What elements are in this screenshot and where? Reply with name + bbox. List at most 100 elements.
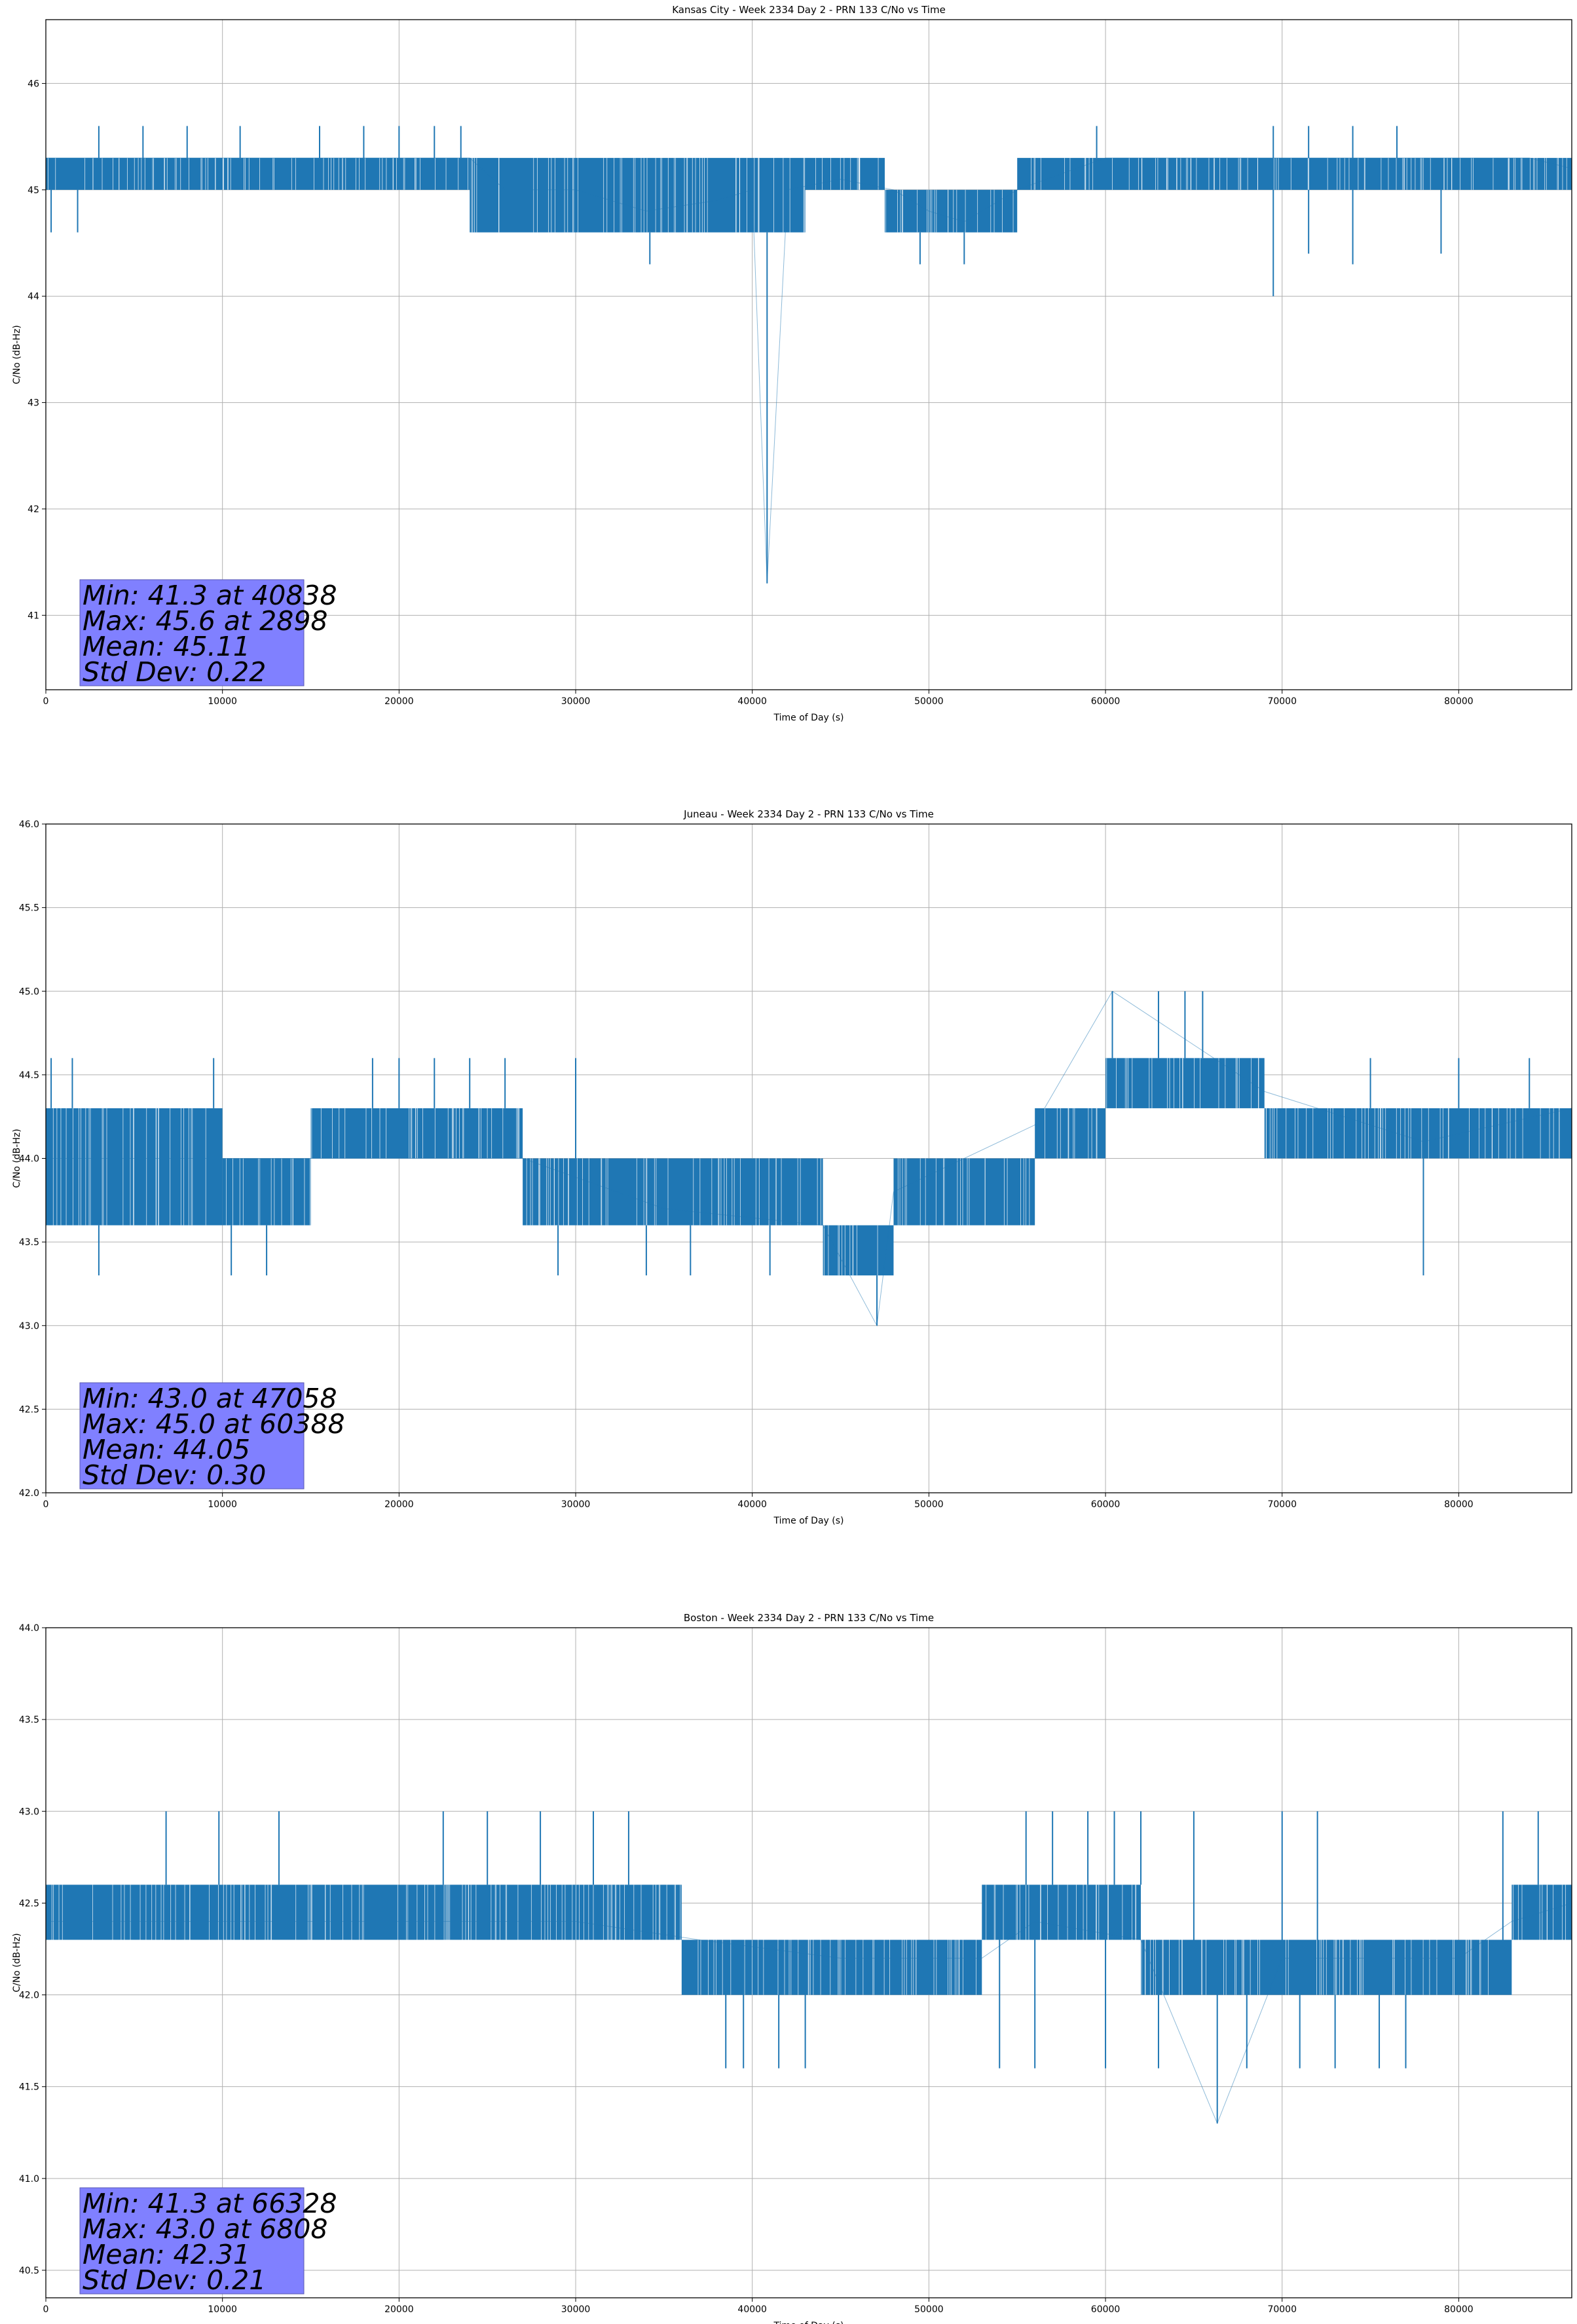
x-axis-label: Time of Day (s): [773, 2321, 844, 2324]
chart-title: Boston - Week 2334 Day 2 - PRN 133 C/No …: [684, 1612, 934, 1624]
x-tick-label: 0: [43, 2304, 49, 2315]
x-tick-label: 50000: [914, 1499, 944, 1510]
x-tick-label: 0: [43, 696, 49, 707]
x-tick-label: 10000: [208, 2304, 237, 2315]
series-line: [46, 1902, 1572, 2125]
stats-line: Max: 45.0 at 60388: [83, 1408, 345, 1440]
x-tick-label: 60000: [1091, 2304, 1121, 2315]
y-tick-label: 42.0: [19, 1991, 39, 2001]
series-line: [46, 990, 1572, 1327]
chart-title: Kansas City - Week 2334 Day 2 - PRN 133 …: [672, 4, 946, 16]
y-tick-label: 46: [28, 79, 39, 89]
x-tick-label: 60000: [1091, 696, 1121, 707]
x-tick-label: 60000: [1091, 1499, 1121, 1510]
x-tick-label: 0: [43, 1499, 49, 1510]
x-tick-label: 10000: [208, 696, 237, 707]
x-tick-label: 30000: [561, 2304, 591, 2315]
x-tick-label: 20000: [384, 1499, 414, 1510]
chart-panel-1: 0 10000 20000 30000 40000 50000 60000 70000 8000…: [12, 4, 1572, 723]
series-band: [470, 158, 806, 233]
x-tick-label: 20000: [384, 2304, 414, 2315]
chart-title: Juneau - Week 2334 Day 2 - PRN 133 C/No …: [683, 808, 934, 820]
y-tick-label: 41.0: [19, 2174, 39, 2184]
stats-line: Std Dev: 0.21: [83, 2264, 266, 2296]
series-band: [805, 158, 885, 190]
y-tick-label: 46.0: [19, 819, 39, 830]
series-line: [46, 157, 1572, 584]
series-band: [823, 1225, 894, 1276]
y-tick-label: 42: [28, 504, 39, 515]
series-band: [1264, 1108, 1572, 1159]
chart-panel-3: 0 10000 20000 30000 40000 50000 60000 70000 8000…: [12, 1612, 1572, 2324]
stats-line: Mean: 42.31: [83, 2239, 250, 2270]
x-axis-label: Time of Day (s): [773, 1516, 844, 1526]
x-tick-label: 30000: [561, 696, 591, 707]
x-tick-label: 80000: [1444, 2304, 1474, 2315]
stats-line: Max: 43.0 at 6808: [83, 2213, 328, 2245]
y-tick-label: 41.5: [19, 2082, 39, 2093]
x-tick-label: 50000: [914, 2304, 944, 2315]
stats-line: Min: 43.0 at 47058: [83, 1383, 337, 1414]
x-tick-label: 70000: [1267, 2304, 1297, 2315]
series-band: [523, 1158, 823, 1226]
y-tick-label: 44.5: [19, 1070, 39, 1081]
axes-frame: [45, 1627, 1572, 2298]
stats-line: Min: 41.3 at 40838: [83, 580, 337, 611]
x-tick-label: 80000: [1444, 696, 1474, 707]
series-band: [46, 158, 470, 190]
x-tick-label: 30000: [561, 1499, 591, 1510]
y-tick-label: 43.5: [19, 1715, 39, 1725]
y-tick-label: 43.5: [19, 1237, 39, 1248]
series-band: [681, 1940, 982, 1995]
y-tick-label: 40.5: [19, 2266, 39, 2276]
y-tick-label: 45: [28, 185, 39, 196]
y-tick-label: 43: [28, 398, 39, 409]
series-band: [884, 189, 1018, 233]
stats-box-background: [79, 2187, 305, 2295]
stats-box-background: [79, 1382, 305, 1490]
y-axis-label: C/No (dB-Hz): [12, 1933, 22, 1992]
y-tick-label: 45.5: [19, 903, 39, 914]
chart-panel-2: 0 10000 20000 30000 40000 50000 60000 70000 8000…: [12, 808, 1572, 1526]
series-band: [222, 1158, 311, 1226]
stats-line: Min: 41.3 at 66328: [83, 2188, 337, 2219]
x-tick-label: 50000: [914, 696, 944, 707]
x-tick-label: 40000: [737, 1499, 767, 1510]
series-band: [1035, 1108, 1106, 1159]
x-tick-label: 10000: [208, 1499, 237, 1510]
x-tick-label: 40000: [737, 696, 767, 707]
y-tick-label: 45.0: [19, 986, 39, 997]
y-tick-label: 43.0: [19, 1321, 39, 1332]
y-tick-label: 41: [28, 610, 39, 621]
y-tick-label: 42.5: [19, 1898, 39, 1909]
y-axis-label: C/No (dB-Hz): [12, 1129, 22, 1188]
x-tick-label: 80000: [1444, 1499, 1474, 1510]
x-tick-label: 70000: [1267, 1499, 1297, 1510]
y-axis-label: C/No (dB-Hz): [12, 325, 22, 384]
series-band: [1017, 158, 1572, 190]
series-band: [982, 1884, 1141, 1940]
y-tick-label: 44.0: [19, 1623, 39, 1634]
y-tick-label: 42.5: [19, 1404, 39, 1415]
series-band: [1105, 1058, 1265, 1108]
stats-box-background: [79, 579, 305, 686]
x-tick-label: 40000: [737, 2304, 767, 2315]
series-band: [310, 1108, 523, 1159]
stats-line: Mean: 45.11: [83, 631, 250, 662]
x-tick-label: 20000: [384, 696, 414, 707]
x-axis-label: Time of Day (s): [773, 713, 844, 723]
stats-line: Max: 45.6 at 2898: [83, 605, 328, 637]
y-tick-label: 44: [28, 291, 39, 302]
y-tick-label: 43.0: [19, 1807, 39, 1817]
stats-line: Std Dev: 0.30: [83, 1459, 266, 1491]
y-tick-label: 44.0: [19, 1154, 39, 1165]
series-band: [893, 1158, 1035, 1226]
y-tick-label: 42.0: [19, 1488, 39, 1499]
stats-line: Mean: 44.05: [83, 1434, 250, 1465]
axes-frame: [45, 19, 1572, 690]
x-tick-label: 70000: [1267, 696, 1297, 707]
